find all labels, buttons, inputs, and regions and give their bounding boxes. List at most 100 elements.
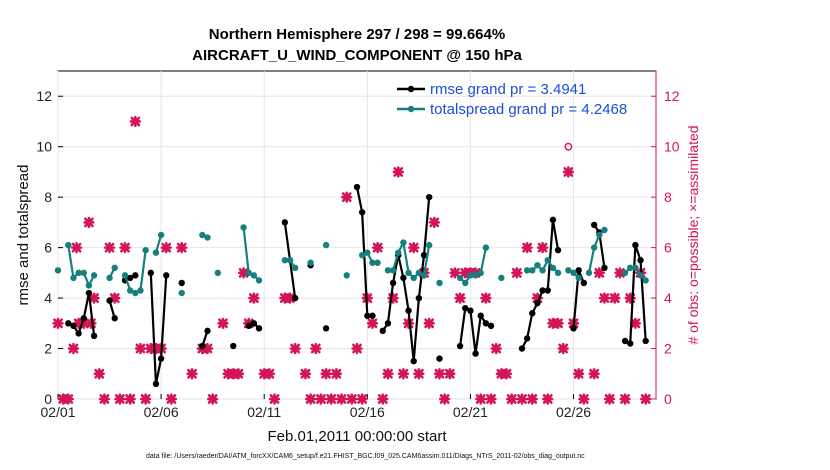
data-point-1: [585, 269, 593, 277]
data-point-1: [255, 277, 263, 284]
assimilated-obs-marker: [103, 241, 116, 254]
data-point-1: [322, 241, 330, 249]
assimilated-obs-marker: [330, 368, 342, 380]
data-point-0: [255, 325, 263, 332]
data-point-0: [410, 357, 417, 365]
data-point-1: [410, 274, 417, 282]
data-point-1: [627, 264, 634, 271]
data-point-0: [642, 337, 649, 345]
data-point-0: [157, 355, 165, 362]
data-point-1: [214, 269, 222, 277]
x-tick-label: 02/11: [247, 404, 281, 420]
assimilated-obs-marker: [124, 393, 136, 405]
data-point-1: [415, 269, 423, 277]
data-point-0: [529, 310, 536, 317]
data-point-0: [163, 272, 170, 279]
data-point-1: [374, 259, 381, 266]
data-point-0: [389, 279, 397, 287]
assimilated-obs-marker: [573, 368, 585, 380]
data-point-1: [632, 264, 639, 271]
data-point-0: [544, 287, 551, 294]
y-tick-label-right: 0: [664, 391, 672, 407]
data-point-0: [132, 272, 139, 279]
data-point-1: [106, 274, 113, 282]
y-tick-label: 4: [44, 290, 52, 306]
data-point-0: [199, 342, 206, 350]
data-point-1: [565, 267, 572, 274]
data-point-1: [132, 289, 139, 297]
y-axis-right: 0 2 4 6 8 10 12: [651, 71, 680, 407]
assimilated-obs-marker: [439, 393, 451, 405]
assimilated-obs-marker: [490, 342, 502, 355]
y-axis-label: rmse and totalspread: [15, 165, 32, 306]
data-point-1: [70, 274, 77, 282]
assimilated-obs-marker: [248, 292, 260, 304]
data-point-0: [570, 325, 577, 332]
data-point-0: [80, 315, 87, 322]
assimilated-obs-marker: [428, 216, 440, 229]
assimilated-obs-marker: [289, 342, 301, 355]
x-tick-label: 02/21: [453, 404, 488, 420]
data-point-1: [111, 264, 118, 271]
assimilated-obs-marker: [557, 342, 569, 355]
data-point-1: [529, 267, 536, 274]
assimilated-obs-marker: [619, 393, 631, 405]
assimilated-obs-marker: [176, 241, 188, 254]
assimilated-obs-marker: [480, 292, 492, 304]
data-point-1: [405, 269, 412, 277]
assimilated-obs-marker: [485, 393, 497, 405]
assimilated-obs-marker: [160, 241, 172, 254]
assimilated-obs-marker: [433, 368, 446, 380]
y-tick-label: 0: [44, 391, 52, 407]
assimilated-obs-marker: [614, 267, 626, 279]
y-tick-label: 2: [44, 341, 52, 357]
y-tick-label-right: 8: [664, 189, 672, 205]
y-axis-label-right: # of obs: o=possible; ×=assimilated: [685, 125, 701, 344]
data-point-0: [281, 219, 289, 226]
legend-marker-totalspread: [407, 105, 415, 113]
y-tick-label-right: 6: [664, 240, 672, 256]
possible-obs-marker: [564, 142, 573, 151]
assimilated-obs-marker: [335, 393, 348, 405]
x-tick-label: 02/26: [556, 404, 591, 420]
legend-entry-totalspread: totalspread grand pr = 4.2468: [430, 101, 627, 118]
assimilated-obs-marker: [413, 368, 425, 380]
data-point-0: [400, 274, 407, 282]
data-point-0: [523, 335, 531, 342]
assimilated-obs-marker: [140, 393, 152, 405]
data-point-1: [286, 257, 294, 264]
data-point-1: [85, 282, 93, 289]
assimilated-obs-marker: [70, 241, 83, 254]
assimilated-obs-marker: [304, 393, 317, 405]
x-axis-label: Feb.01,2011 00:00:00 start: [267, 428, 447, 445]
chart-title: Northern Hemisphere 297 / 298 = 99.664%: [209, 26, 505, 43]
assimilated-obs-marker: [366, 317, 379, 329]
data-point-0: [75, 330, 82, 337]
data-point-0: [291, 294, 299, 302]
y-axis-left: 0 2 4 6 8 10 12: [36, 88, 63, 407]
assimilated-obs-marker: [315, 393, 327, 405]
assimilated-obs-marker: [52, 317, 64, 329]
assimilated-obs-marker: [408, 241, 420, 254]
data-point-0: [364, 312, 371, 319]
data-point-0: [627, 340, 634, 347]
data-point-1: [539, 267, 546, 274]
assimilated-obs-marker: [134, 342, 147, 355]
assimilated-obs-marker: [588, 368, 600, 380]
data-point-1: [369, 259, 376, 266]
assimilated-obs-marker: [310, 342, 322, 355]
x-tick-label: 02/01: [40, 404, 75, 420]
data-point-0: [462, 304, 469, 312]
data-point-1: [400, 239, 407, 246]
data-point-0: [245, 322, 252, 330]
assimilated-obs-marker: [217, 317, 229, 329]
assimilated-obs-marker: [640, 393, 652, 405]
y-tick-label-right: 4: [664, 290, 672, 306]
data-point-0: [85, 289, 93, 297]
data-point-0: [379, 327, 386, 335]
assimilated-obs-marker: [598, 292, 611, 304]
data-point-0: [487, 322, 495, 330]
y-tick-label-right: 12: [664, 88, 680, 104]
assimilated-obs-marker: [526, 393, 538, 405]
